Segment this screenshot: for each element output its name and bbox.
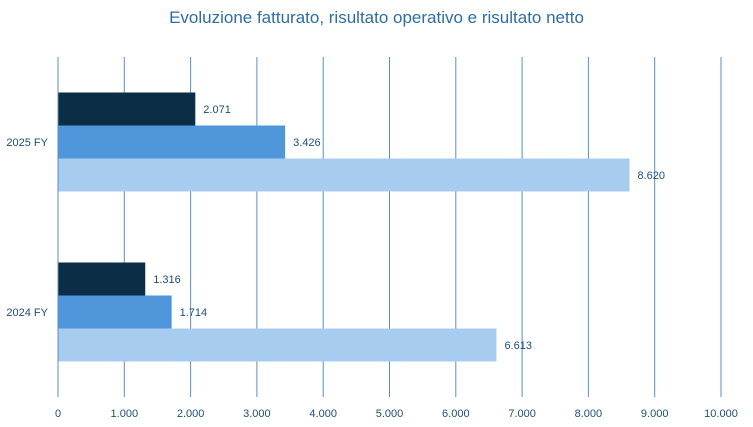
data-label: 1.316 bbox=[153, 274, 181, 286]
x-tick-label: 1.000 bbox=[111, 408, 139, 420]
x-tick-label: 3.000 bbox=[243, 408, 271, 420]
x-tick-label: 0 bbox=[55, 408, 61, 420]
bar bbox=[58, 125, 286, 159]
x-tick-label: 2.000 bbox=[177, 408, 205, 420]
x-tick-label: 9.000 bbox=[641, 408, 669, 420]
bar bbox=[58, 295, 172, 329]
bar bbox=[58, 262, 146, 296]
category-label: 2024 FY bbox=[6, 307, 48, 319]
data-label: 6.613 bbox=[504, 340, 532, 352]
x-tick-label: 5.000 bbox=[376, 408, 404, 420]
x-tick-label: 10.000 bbox=[704, 408, 738, 420]
bar bbox=[58, 92, 196, 126]
x-tick-label: 8.000 bbox=[575, 408, 603, 420]
chart-title: Evoluzione fatturato, risultato operativ… bbox=[169, 8, 584, 27]
data-label: 3.426 bbox=[293, 137, 321, 149]
data-label: 1.714 bbox=[180, 307, 208, 319]
x-tick-label: 6.000 bbox=[442, 408, 470, 420]
x-tick-label: 7.000 bbox=[508, 408, 536, 420]
data-label: 2.071 bbox=[203, 104, 231, 116]
bar bbox=[58, 158, 630, 192]
data-label: 8.620 bbox=[638, 170, 666, 182]
bar bbox=[58, 328, 497, 362]
x-tick-label: 4.000 bbox=[309, 408, 337, 420]
category-label: 2025 FY bbox=[6, 137, 48, 149]
